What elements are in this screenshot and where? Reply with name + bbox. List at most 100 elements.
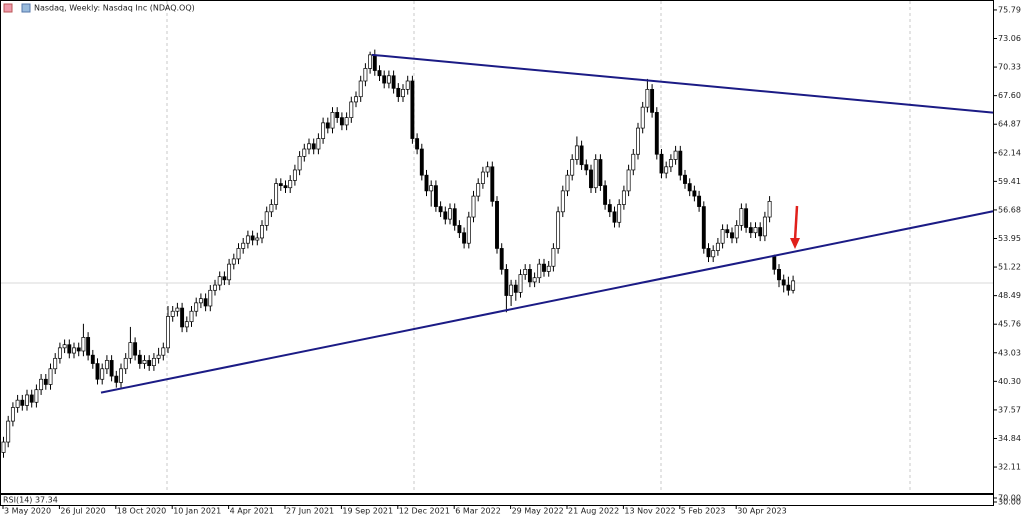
candle-body [245, 235, 250, 244]
candle-body [485, 166, 490, 173]
candle-body [739, 208, 744, 226]
candle-body [556, 211, 561, 249]
candle-body [90, 354, 95, 364]
candle-body [664, 166, 669, 174]
y-tick-label: 45.76 [998, 320, 1021, 329]
x-tick-label: 27 Jun 2021 [286, 507, 334, 516]
candle-body [546, 265, 551, 272]
candle-body [194, 302, 199, 312]
candle-body [560, 190, 565, 213]
x-tick-label: 6 Mar 2022 [455, 507, 501, 516]
candle-body [62, 344, 67, 349]
candle-body [697, 195, 702, 207]
candle-body [109, 360, 114, 377]
candle-body [100, 368, 105, 380]
y-tick-label: 40.30 [998, 377, 1021, 386]
candle-body [466, 216, 471, 244]
candle-body [15, 399, 20, 408]
candle-body [264, 211, 269, 226]
candle-body [786, 284, 791, 291]
candle-body [452, 208, 457, 226]
candle-body [208, 289, 213, 307]
candle-body [213, 284, 217, 291]
x-tick-label: 19 Sep 2021 [342, 507, 393, 516]
candle-body [767, 200, 772, 218]
candle-body [772, 256, 777, 270]
candle-body [734, 225, 739, 239]
annotation-arrow [790, 205, 800, 249]
candle-body [762, 216, 767, 237]
candle-body [330, 112, 335, 129]
x-tick-label: 21 Aug 2022 [568, 507, 619, 516]
y-tick-label: 59.41 [998, 177, 1021, 186]
x-tick-label: 4 Apr 2021 [230, 507, 274, 516]
y-tick-label: 53.95 [998, 234, 1021, 243]
x-tick-label: 5 Feb 2023 [681, 507, 726, 516]
candle-body [339, 117, 344, 126]
candle-body [278, 183, 283, 186]
candle-body [650, 89, 655, 113]
candle-body [678, 150, 683, 176]
candle-body [142, 360, 147, 364]
candle-body [542, 263, 546, 272]
candle-body [640, 106, 645, 129]
candle-body [396, 87, 401, 98]
candle-body [137, 354, 142, 364]
candle-body [20, 399, 25, 406]
candle-body [715, 242, 720, 251]
chart-title: Nasdaq, Weekly: Nasdaq Inc (NDAQ.OQ) [34, 4, 195, 13]
marks [1, 49, 994, 458]
candle-body [429, 185, 434, 192]
candle-body [288, 180, 293, 189]
y-tick-label: 48.49 [998, 291, 1021, 300]
candle-body [744, 208, 749, 228]
candle-body [636, 127, 640, 155]
candle-body [701, 206, 706, 249]
candle-body [119, 368, 123, 383]
y-tick-label: 75.79 [998, 5, 1021, 14]
candle-body [325, 122, 330, 129]
candle-body [537, 263, 542, 279]
candle-body [227, 263, 232, 281]
candle-body [495, 200, 499, 249]
candle-body [292, 169, 297, 181]
y-tick-label: 32.11 [998, 463, 1021, 472]
candle-body [344, 117, 349, 126]
rsi-tick-label: 30.00 [998, 498, 1021, 507]
candle-body [123, 357, 128, 370]
candle-body [692, 190, 697, 197]
candle-body [189, 310, 194, 323]
candle-body [358, 80, 363, 98]
candle-body [617, 204, 622, 223]
candle-body [687, 183, 692, 192]
candle-body [151, 357, 156, 366]
candle-body [499, 248, 504, 270]
icon [21, 3, 31, 13]
x-tick-label: 12 Dec 2021 [399, 507, 450, 516]
candle-body [67, 344, 72, 354]
candle-body [654, 112, 659, 155]
candle-body [274, 183, 279, 205]
y-tick-label: 43.03 [998, 348, 1021, 357]
candle-body [86, 337, 91, 356]
x-tick-label: 29 May 2022 [512, 507, 564, 516]
candle-body [593, 159, 598, 189]
y-tick-label: 73.06 [998, 34, 1021, 43]
candle-body [184, 321, 189, 328]
candle-body [579, 145, 584, 166]
x-tick-label: 13 Nov 2022 [624, 507, 675, 516]
candle-body [48, 368, 53, 385]
candle-body [443, 211, 448, 220]
y-tick-label: 34.84 [998, 434, 1021, 443]
y-tick-label: 70.33 [998, 63, 1021, 72]
candle-body [791, 280, 796, 291]
candle-body [471, 195, 476, 218]
candle-body [631, 153, 636, 171]
candle-body [603, 185, 608, 205]
candle-body [457, 225, 462, 234]
y-tick-label: 51.22 [998, 263, 1021, 272]
candle-body [513, 284, 518, 293]
candle-body [95, 363, 100, 380]
candle-body [527, 269, 532, 283]
